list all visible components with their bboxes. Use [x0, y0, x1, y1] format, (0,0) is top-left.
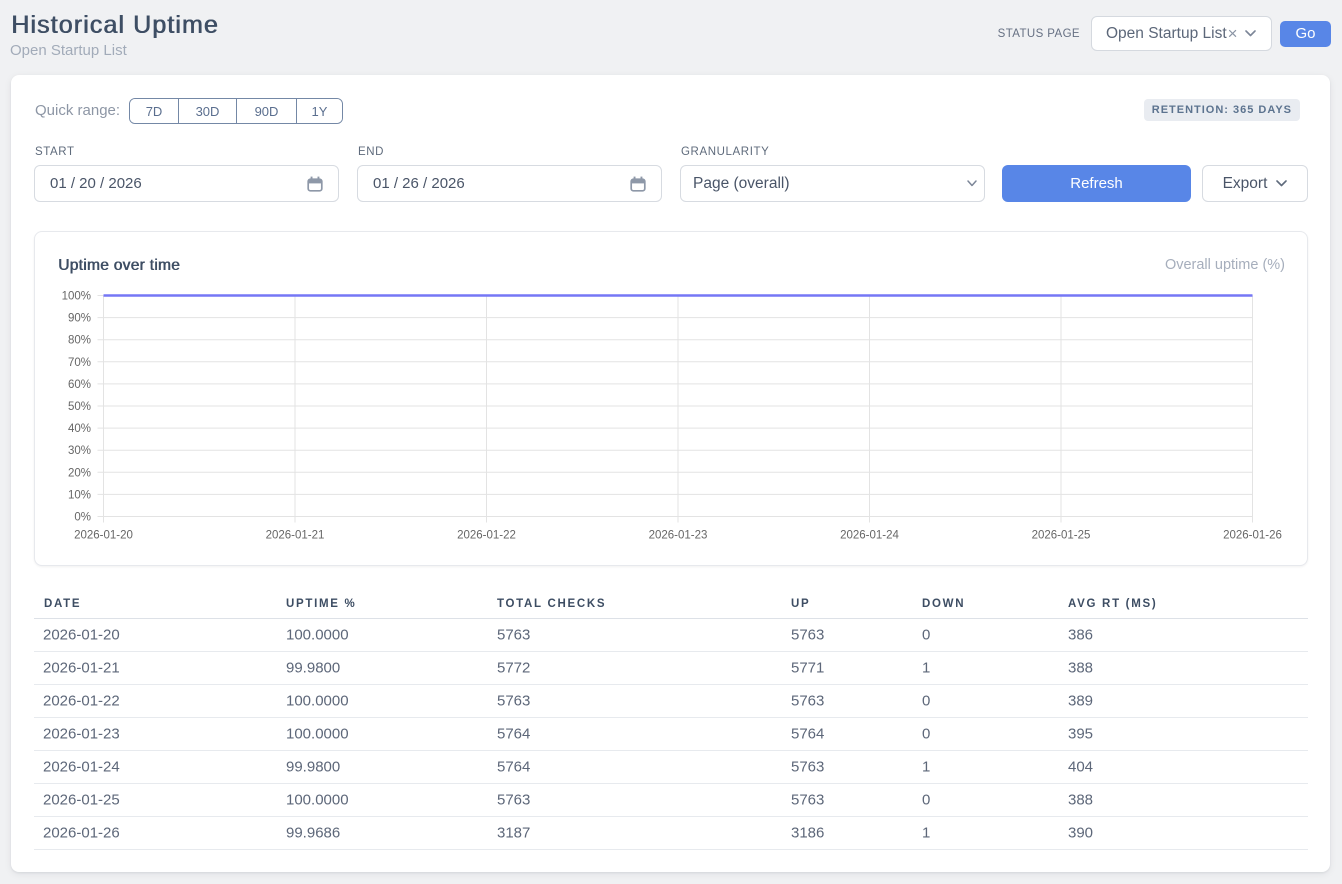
svg-text:2026-01-23: 2026-01-23: [649, 530, 708, 542]
svg-text:2026-01-24: 2026-01-24: [840, 530, 899, 542]
svg-text:0%: 0%: [74, 512, 91, 524]
svg-text:20%: 20%: [68, 467, 91, 479]
svg-text:2026-01-26: 2026-01-26: [1223, 530, 1282, 542]
svg-text:90%: 90%: [68, 313, 91, 325]
svg-text:80%: 80%: [68, 335, 91, 347]
svg-text:2026-01-20: 2026-01-20: [74, 530, 133, 542]
svg-text:50%: 50%: [68, 401, 91, 413]
svg-text:60%: 60%: [68, 379, 91, 391]
svg-text:2026-01-22: 2026-01-22: [457, 530, 516, 542]
svg-text:10%: 10%: [68, 489, 91, 501]
svg-text:2026-01-25: 2026-01-25: [1032, 530, 1091, 542]
svg-text:70%: 70%: [68, 357, 91, 369]
svg-text:100%: 100%: [62, 291, 91, 303]
svg-text:40%: 40%: [68, 423, 91, 435]
svg-text:30%: 30%: [68, 445, 91, 457]
svg-text:2026-01-21: 2026-01-21: [266, 530, 325, 542]
